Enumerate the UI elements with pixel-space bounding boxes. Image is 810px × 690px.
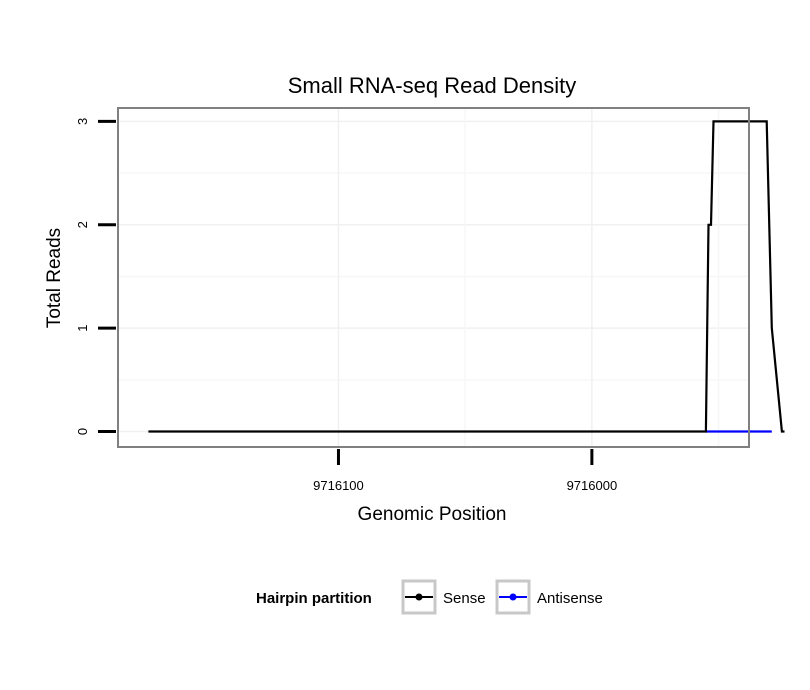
legend-title: Hairpin partition xyxy=(256,590,372,607)
grid xyxy=(118,108,749,447)
series-layer xyxy=(148,120,785,433)
x-tick-label: 9716100 xyxy=(313,478,364,493)
plot-border xyxy=(117,107,750,448)
y-tick-label: 2 xyxy=(75,221,90,228)
y-axis-title: Total Reads xyxy=(44,228,65,328)
legend: Hairpin partition Sense Antisense xyxy=(256,579,603,615)
legend-key-sense xyxy=(401,579,437,615)
legend-label-sense: Sense xyxy=(443,590,486,607)
y-tick-label: 1 xyxy=(75,325,90,332)
legend-marker-antisense xyxy=(509,593,517,601)
legend-key-antisense xyxy=(495,579,531,615)
legend-marker-sense xyxy=(415,593,423,601)
x-tick-label: 9716000 xyxy=(567,478,618,493)
legend-label-antisense: Antisense xyxy=(537,590,603,607)
y-tick-label: 0 xyxy=(75,428,90,435)
series-line-sense xyxy=(148,120,785,433)
y-tick-label: 3 xyxy=(75,118,90,125)
x-axis-title: Genomic Position xyxy=(358,504,507,525)
chart-title: Small RNA-seq Read Density xyxy=(288,73,577,98)
axes: 0 1 2 3 9716100 9716000 xyxy=(75,118,617,493)
